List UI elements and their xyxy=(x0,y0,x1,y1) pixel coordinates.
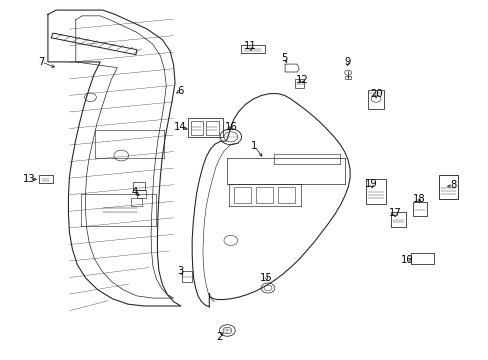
Text: 10: 10 xyxy=(400,255,412,265)
Bar xyxy=(255,187,272,203)
Text: 20: 20 xyxy=(369,89,382,99)
Bar xyxy=(182,271,191,282)
Bar xyxy=(365,179,386,204)
Text: 1: 1 xyxy=(250,141,257,151)
Bar xyxy=(137,190,145,198)
Text: 13: 13 xyxy=(23,174,36,184)
Bar xyxy=(277,187,294,203)
Bar xyxy=(438,175,457,199)
Bar xyxy=(133,182,145,190)
Text: 9: 9 xyxy=(343,57,350,67)
Text: 11: 11 xyxy=(244,41,256,51)
Text: 3: 3 xyxy=(177,266,183,276)
Text: 19: 19 xyxy=(365,179,377,189)
Bar xyxy=(240,45,264,53)
Text: 17: 17 xyxy=(388,208,401,218)
Bar xyxy=(345,76,350,79)
Bar xyxy=(412,202,426,216)
Bar xyxy=(188,118,223,137)
Text: 14: 14 xyxy=(173,122,186,132)
Text: 5: 5 xyxy=(281,53,287,63)
Text: 16: 16 xyxy=(224,122,237,132)
Bar xyxy=(390,212,405,227)
Text: 18: 18 xyxy=(412,194,425,204)
Bar xyxy=(131,198,142,206)
Bar xyxy=(39,175,53,183)
Text: 4: 4 xyxy=(131,186,137,197)
Bar xyxy=(410,253,433,264)
Text: 7: 7 xyxy=(38,57,45,67)
Bar xyxy=(295,79,304,88)
Bar xyxy=(367,90,384,109)
Text: 8: 8 xyxy=(450,180,456,190)
Text: 6: 6 xyxy=(176,86,183,96)
Bar xyxy=(206,121,219,135)
Text: 12: 12 xyxy=(295,75,308,85)
Text: 2: 2 xyxy=(215,332,222,342)
Bar xyxy=(233,187,250,203)
Bar xyxy=(190,121,203,135)
Text: 15: 15 xyxy=(260,273,272,283)
